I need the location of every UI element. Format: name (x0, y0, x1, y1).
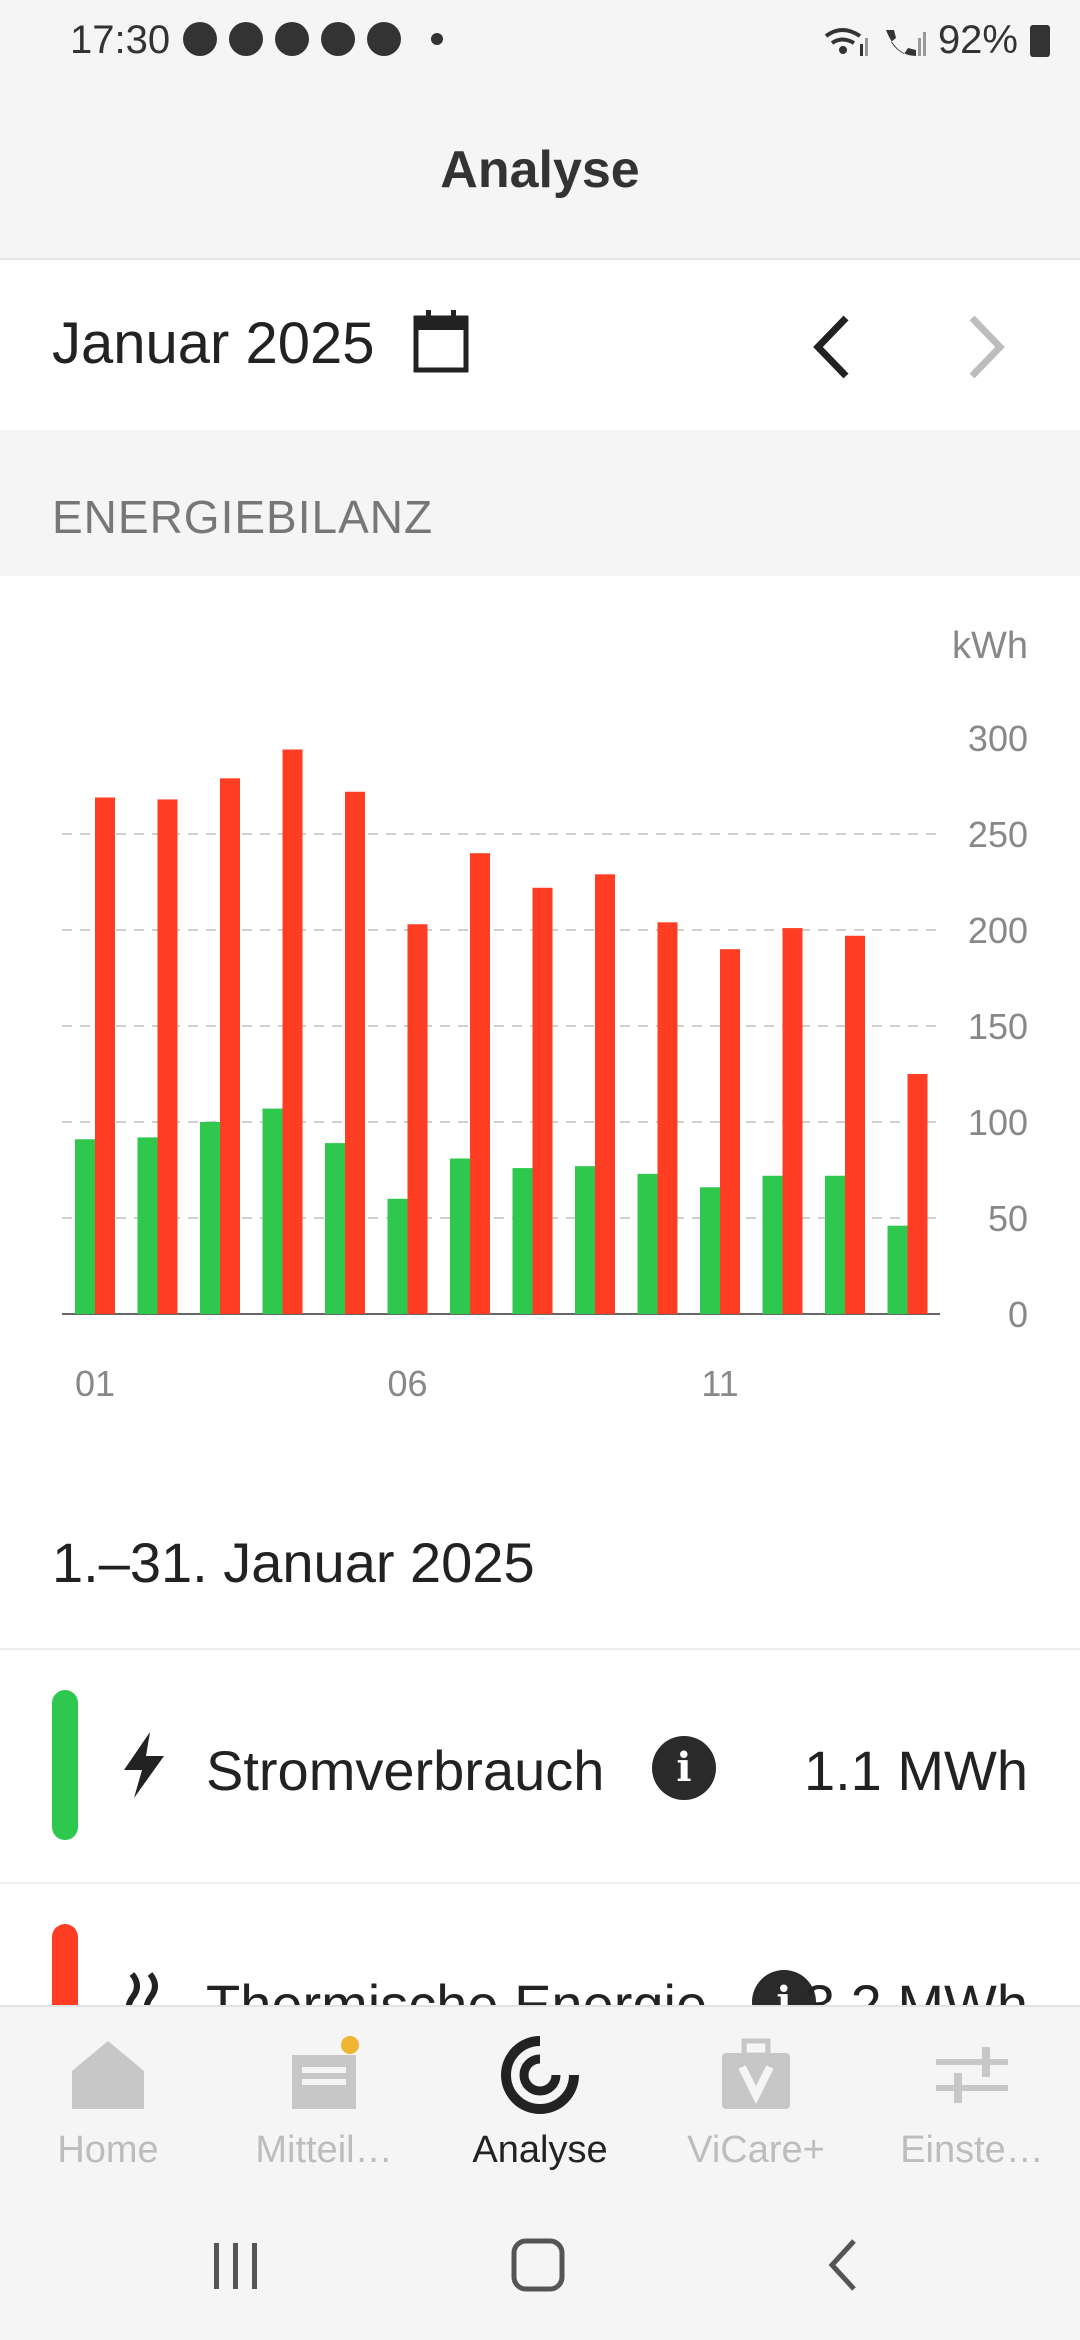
bar-thermal (907, 1074, 928, 1314)
y-tick-label: 150 (968, 1006, 1028, 1047)
nav-item-vicare-plus[interactable]: ViCare+ (648, 2007, 864, 2187)
nav-label: Mitteil… (255, 2129, 393, 2171)
bar-thermal (720, 949, 740, 1314)
bar-thermal (532, 887, 553, 1314)
more-dot-icon (431, 33, 443, 45)
period-selector: Januar 2025 (0, 260, 1080, 430)
bar-thermal (220, 778, 240, 1314)
legend-color-bar (52, 1690, 78, 1840)
energy-chart-svg: kWh 0 50 100 150 200 250 300 01 06 11 (62, 625, 1028, 1404)
nav-item-settings[interactable]: Einste… (864, 2007, 1080, 2187)
nav-label: Home (57, 2129, 159, 2171)
bar-power (700, 1187, 720, 1314)
battery-percent: 92% (937, 18, 1018, 62)
bar-thermal (595, 874, 615, 1314)
y-tick-label: 50 (988, 1198, 1028, 1239)
bar-thermal (345, 791, 365, 1314)
bar-power (387, 1198, 408, 1314)
battery-icon (1030, 24, 1050, 57)
bar-power (762, 1175, 783, 1314)
bar-thermal (845, 935, 865, 1314)
notification-icons (183, 22, 443, 56)
summary-row-power[interactable]: Stromverbrauch i 1.1 MWh (0, 1650, 1080, 1880)
nav-label: Analyse (472, 2129, 608, 2171)
page-title: Analyse (440, 141, 640, 199)
inbox-icon (292, 2036, 359, 2109)
back-button[interactable] (814, 2235, 874, 2295)
fog-icon (275, 22, 309, 56)
bar-power (450, 1158, 470, 1314)
bar-power (262, 1108, 283, 1314)
y-tick-label: 300 (968, 718, 1028, 759)
bar-thermal (470, 853, 490, 1314)
nav-item-messages[interactable]: Mitteil… (216, 2007, 432, 2187)
analyse-icon (501, 2036, 579, 2114)
system-navigation (0, 2185, 1080, 2340)
bar-power (512, 1168, 533, 1314)
bar-thermal (95, 797, 115, 1314)
app-icon (367, 22, 401, 56)
bottom-navigation: Home Mitteil… Analyse ViCare+ (0, 2005, 1080, 2187)
nav-item-analyse[interactable]: Analyse (432, 2007, 648, 2187)
bar-thermal (407, 924, 428, 1314)
account-icon (183, 22, 217, 56)
call-signal-icon (885, 29, 926, 56)
x-tick-label: 11 (701, 1363, 738, 1404)
calendar-icon[interactable] (412, 308, 470, 374)
bar-power (887, 1225, 908, 1314)
nav-label: Einste… (900, 2129, 1044, 2171)
section-title: ENERGIEBILANZ (52, 491, 434, 543)
cloud-icon (229, 22, 263, 56)
divider (0, 1882, 1080, 1884)
nav-item-home[interactable]: Home (0, 2007, 216, 2187)
app-bar: Analyse (0, 80, 1080, 260)
x-tick-label: 06 (387, 1363, 427, 1404)
y-axis-unit: kWh (952, 625, 1028, 667)
bag-icon (722, 2038, 790, 2109)
period-label[interactable]: Januar 2025 (52, 311, 375, 376)
sliders-icon (936, 2047, 1008, 2103)
bar-thermal (282, 749, 303, 1314)
y-tick-label: 100 (968, 1102, 1028, 1143)
bar-power (75, 1139, 95, 1314)
bar-power (200, 1122, 220, 1314)
bar-power (637, 1173, 658, 1314)
bar-thermal (157, 799, 178, 1314)
gear-icon (321, 22, 355, 56)
y-tick-label: 200 (968, 910, 1028, 951)
next-month-button[interactable] (960, 312, 1010, 382)
previous-month-button[interactable] (808, 312, 858, 382)
section-header: ENERGIEBILANZ (0, 430, 1080, 576)
bar-power (325, 1143, 345, 1314)
x-tick-label: 01 (75, 1363, 115, 1404)
summary-label: Stromverbrauch (206, 1739, 605, 1802)
bar-power (825, 1175, 845, 1314)
bar-power (575, 1166, 595, 1314)
bar-thermal (657, 922, 678, 1314)
bar-power (137, 1137, 158, 1314)
wifi-signal-icon (824, 27, 868, 56)
bar-thermal (782, 928, 803, 1314)
y-tick-label: 0 (1008, 1294, 1028, 1335)
clock: 17:30 (70, 18, 171, 62)
status-bar: 17:30 92% (0, 0, 1080, 80)
home-button[interactable] (508, 2235, 568, 2295)
divider (0, 1648, 1080, 1650)
notification-dot (341, 2036, 359, 2054)
y-tick-label: 250 (968, 814, 1028, 855)
lightning-icon (124, 1732, 164, 1798)
nav-label: ViCare+ (687, 2129, 825, 2171)
summary-value: 1.1 MWh (803, 1739, 1028, 1802)
energy-chart: kWh 0 50 100 150 200 250 300 01 06 11 (0, 576, 1080, 1456)
info-icon[interactable]: i (652, 1736, 716, 1800)
home-icon (72, 2041, 144, 2109)
recent-apps-button[interactable] (206, 2235, 266, 2295)
summary-range: 1.–31. Januar 2025 (52, 1531, 535, 1594)
